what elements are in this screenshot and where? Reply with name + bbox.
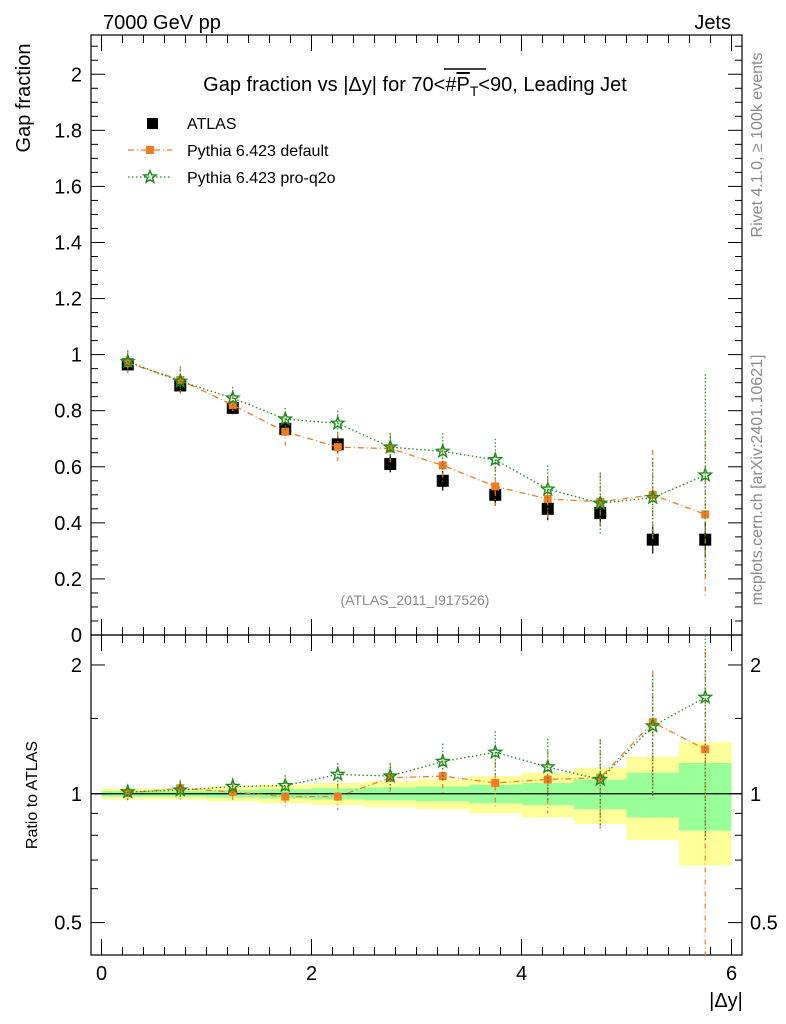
series-point-2 bbox=[487, 451, 504, 467]
x-tick-label: 2 bbox=[306, 963, 317, 985]
ratio-tick-label-right: 2 bbox=[750, 655, 761, 677]
ratio-uncertainty-bands bbox=[91, 742, 742, 866]
ratio-point-2 bbox=[434, 752, 451, 769]
ratio-point-2 bbox=[697, 688, 714, 705]
chart-title: Gap fraction vs |Δy| for 70<#PT<90, Lead… bbox=[203, 74, 627, 99]
legend-label-proq2o: Pythia 6.423 pro-q2o bbox=[187, 170, 336, 187]
series-point-2 bbox=[329, 414, 346, 431]
legend-label-default: Pythia 6.423 default bbox=[187, 143, 329, 160]
y-tick-label: 1.2 bbox=[54, 289, 82, 311]
series-point-2 bbox=[277, 410, 294, 426]
series-point-2 bbox=[644, 489, 661, 505]
legend-marker-proq2o bbox=[141, 168, 159, 184]
ratio-point-2 bbox=[224, 777, 241, 794]
series-point-2 bbox=[592, 494, 609, 511]
ratio-point-2 bbox=[592, 770, 609, 787]
ratio-point-2 bbox=[382, 767, 399, 783]
ratio-point-1 bbox=[333, 792, 342, 801]
y-tick-label: 2 bbox=[71, 64, 82, 86]
header-right: Jets bbox=[694, 12, 731, 34]
chart-title-sub: T bbox=[470, 83, 479, 99]
ratio-point-1 bbox=[543, 775, 552, 784]
legend-label-atlas: ATLAS bbox=[187, 116, 237, 133]
y-tick-label: 1.8 bbox=[54, 120, 82, 142]
legend-marker-atlas bbox=[147, 118, 158, 129]
ratio-tick-label-right: 1 bbox=[750, 784, 761, 806]
ratio-point-1 bbox=[491, 778, 500, 787]
y-tick-label: 0 bbox=[71, 625, 82, 647]
x-axis-label: |Δy| bbox=[709, 990, 743, 1012]
ratio-point-2 bbox=[487, 743, 504, 760]
y-tick-label: 0.2 bbox=[54, 569, 82, 591]
y-tick-label: 0.8 bbox=[54, 401, 82, 423]
series-point-2 bbox=[119, 353, 136, 369]
series-point-1 bbox=[491, 482, 500, 491]
series-point-2 bbox=[434, 442, 451, 459]
mcplots-label: mcplots.cern.ch [arXiv:2401.10621] bbox=[749, 355, 766, 606]
series-point-1 bbox=[123, 359, 132, 368]
analysis-label: (ATLAS_2011_I917526) bbox=[341, 592, 490, 608]
ratio-tick-label-left: 2 bbox=[71, 655, 82, 677]
ratio-point-2 bbox=[277, 777, 294, 793]
y-axis-label: Gap fraction bbox=[13, 44, 35, 153]
series-point-2 bbox=[172, 372, 189, 389]
ratio-line-1 bbox=[127, 721, 706, 798]
ratio-tick-label-left: 1 bbox=[71, 784, 82, 806]
y-tick-label: 0.6 bbox=[54, 457, 82, 479]
series-point-1 bbox=[543, 495, 552, 504]
header-left: 7000 GeV pp bbox=[103, 12, 221, 34]
chart-title-bar: P bbox=[456, 74, 469, 96]
ratio-point-1 bbox=[596, 773, 605, 782]
series-point-2 bbox=[382, 438, 399, 455]
ratio-line-2 bbox=[127, 696, 706, 793]
chart-title-pre: Gap fraction vs |Δy| for 70<# bbox=[203, 74, 457, 96]
series-point-2 bbox=[539, 480, 556, 497]
ratio-point-2 bbox=[539, 758, 556, 774]
y-tick-label: 1.6 bbox=[54, 176, 82, 198]
ratio-point-2 bbox=[329, 765, 346, 782]
ratio-point-2 bbox=[119, 783, 136, 799]
y-tick-label: 0.4 bbox=[54, 513, 82, 535]
atlas-point bbox=[384, 457, 397, 470]
series-point-2 bbox=[697, 466, 714, 483]
x-tick-label: 0 bbox=[96, 963, 107, 985]
series-line-2 bbox=[127, 360, 706, 504]
chart-title-post: <90, Leading Jet bbox=[478, 74, 627, 96]
main-series-group bbox=[119, 350, 714, 599]
ratio-tick-label-left: 0.5 bbox=[54, 913, 82, 935]
series-point-1 bbox=[176, 375, 185, 384]
series-line-1 bbox=[127, 362, 706, 516]
ratio-point-2 bbox=[644, 717, 661, 733]
atlas-point bbox=[646, 533, 659, 546]
ratio-series-group bbox=[119, 635, 714, 955]
data-marks bbox=[119, 350, 714, 955]
series-point-1 bbox=[333, 443, 342, 452]
y-tick-label: 1.4 bbox=[54, 232, 82, 254]
series-point-1 bbox=[281, 427, 290, 436]
axes: 0 0.2 0.4 0.6 0.8 1 1.2 1.4 1.6 1.8 2 0 2 4 6 0.5 0.5 1 1 2… bbox=[54, 34, 778, 985]
x-tick-label: 6 bbox=[726, 963, 737, 985]
series-point-2 bbox=[224, 389, 241, 405]
ratio-point-1 bbox=[701, 745, 710, 754]
ratio-y-axis-label: Ratio to ATLAS bbox=[24, 741, 41, 849]
legend-marker-default bbox=[146, 146, 154, 154]
ratio-tick-label-right: 0.5 bbox=[750, 913, 778, 935]
legend: ATLAS Pythia 6.423 default Pythia 6.423 … bbox=[128, 116, 336, 187]
x-tick-label: 4 bbox=[516, 963, 527, 985]
rivet-label: Rivet 4.1.0, ≥ 100k events bbox=[749, 53, 766, 238]
y-tick-label: 1 bbox=[71, 345, 82, 367]
ratio-point-2 bbox=[172, 781, 189, 797]
